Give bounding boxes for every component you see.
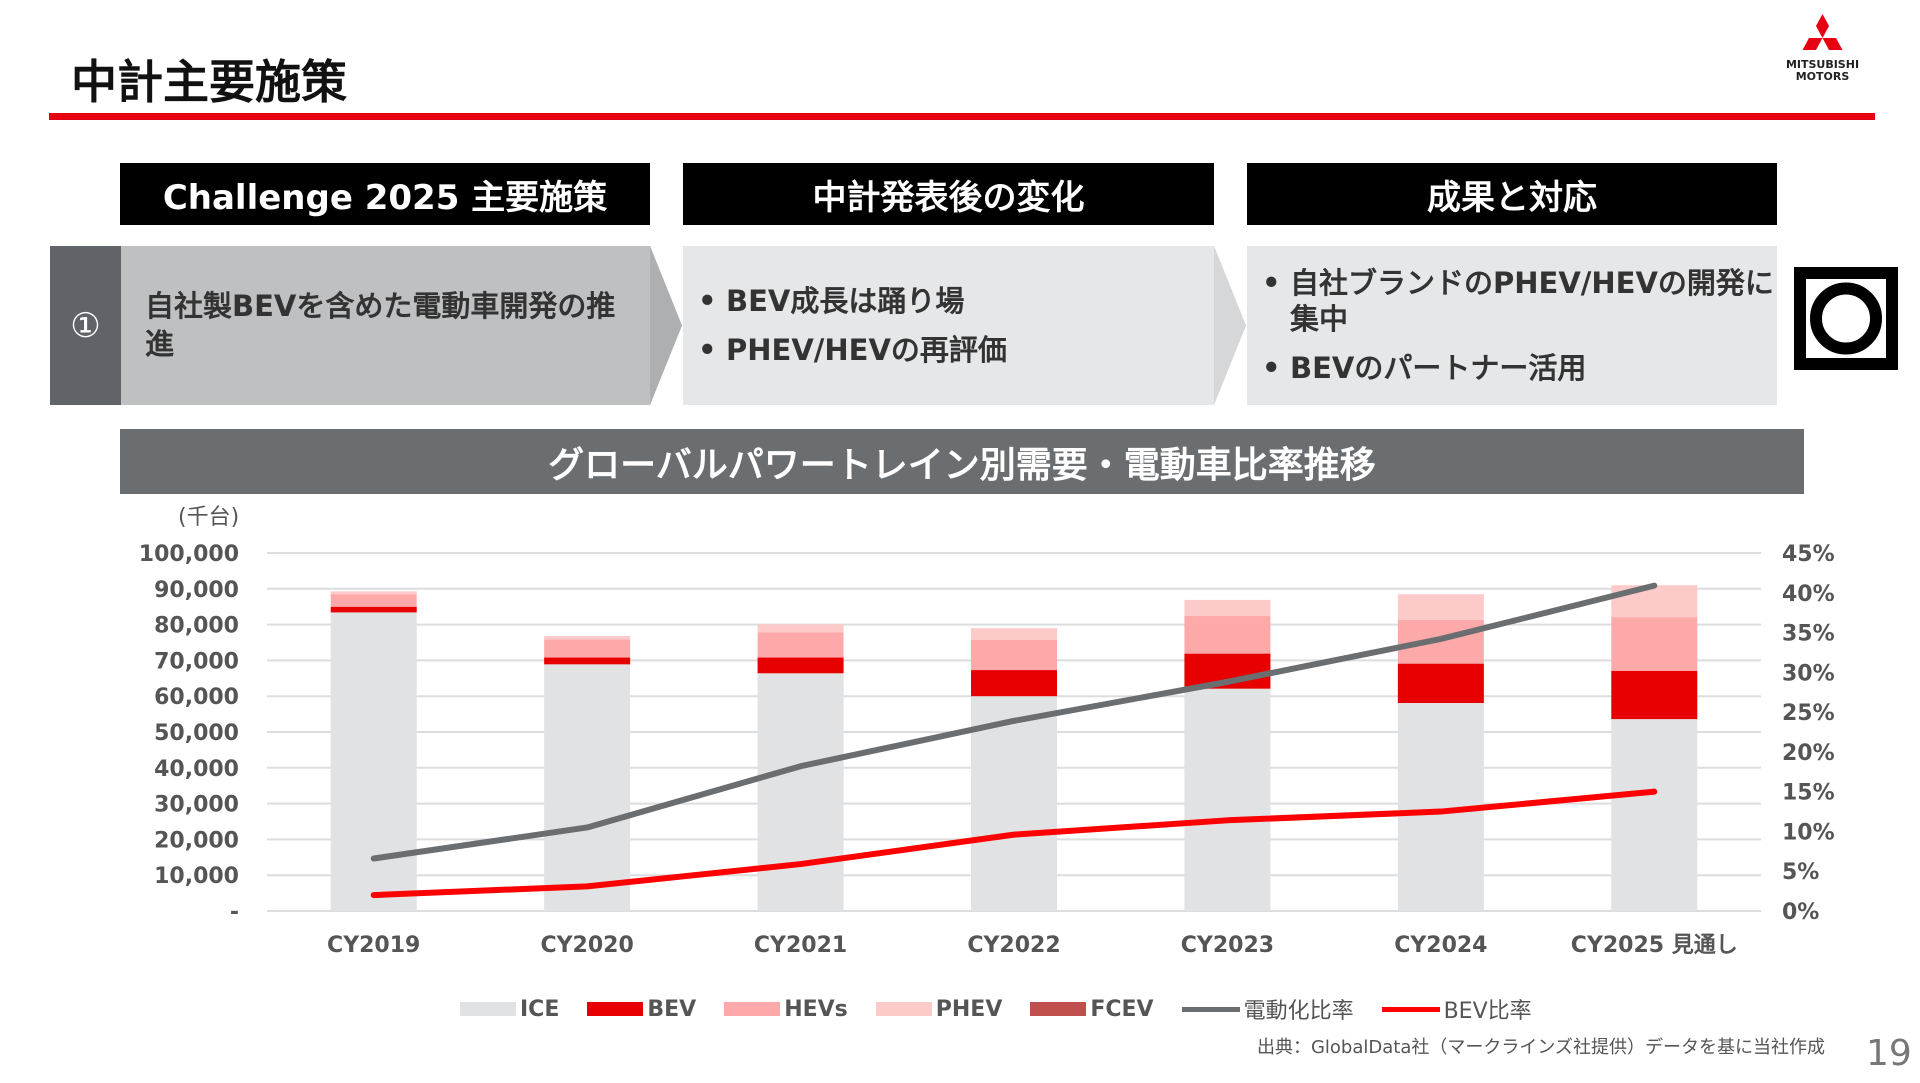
x-tick-label: CY2022 — [967, 933, 1060, 958]
mitsubishi-logo: MITSUBISHI MOTORS — [1786, 14, 1859, 83]
bar-ice — [544, 664, 631, 911]
y-right-tick-label: 25% — [1782, 701, 1835, 726]
bar-hevs — [544, 639, 631, 658]
legend-swatch — [1030, 1002, 1087, 1016]
y-left-tick-label: 20,000 — [154, 828, 239, 853]
bar-bev — [971, 670, 1057, 697]
result-item: BEVのパートナー活用 — [1254, 350, 1774, 387]
bar-ice — [971, 696, 1057, 911]
results-cell: 自社ブランドのPHEV/HEVの開発に集中 BEVのパートナー活用 — [1254, 246, 1774, 405]
legend-item: FCEV — [1030, 996, 1154, 1022]
change-item: PHEV/HEVの再評価 — [690, 332, 1190, 369]
legend-swatch — [875, 1002, 932, 1016]
chart-legend: ICE BEV HEVs PHEV FCEV 電動化比率 BEV比率 — [460, 993, 1532, 1025]
legend-item: BEV — [587, 997, 696, 1022]
y-left-tick-label: 30,000 — [154, 793, 239, 818]
double-circle-in-square-icon — [1794, 267, 1898, 370]
bar-hevs — [971, 639, 1057, 671]
bar-hevs — [1611, 617, 1698, 671]
column-header-policy: Challenge 2025 主要施策 — [120, 163, 650, 225]
chart-title: グローバルパワートレイン別需要・電動車比率推移 — [120, 429, 1804, 494]
bar-phev — [1184, 599, 1271, 617]
column-header-changes: 中計発表後の変化 — [683, 163, 1214, 225]
bar-phev — [544, 636, 631, 640]
legend-item: 電動化比率 — [1181, 993, 1354, 1025]
legend-item: HEVs — [724, 997, 848, 1022]
y-left-tick-label: 40,000 — [154, 757, 239, 782]
changes-cell: BEV成長は踊り場 PHEV/HEVの再評価 — [690, 246, 1190, 405]
x-tick-label: CY2019 — [327, 933, 420, 958]
legend-label: FCEV — [1090, 996, 1154, 1022]
y-left-tick-label: 80,000 — [154, 614, 239, 639]
bar-hevs — [330, 594, 417, 607]
y-left-tick-label: 10,000 — [154, 864, 239, 889]
result-item: 自社ブランドのPHEV/HEVの開発に集中 — [1254, 265, 1774, 338]
x-tick-label: CY2020 — [540, 933, 633, 958]
y-left-tick-label: - — [230, 900, 239, 925]
y-left-tick-label: 100,000 — [139, 542, 239, 567]
page-number: 19 — [1866, 1033, 1912, 1074]
bar-phev — [1611, 585, 1698, 618]
bar-ice — [1184, 688, 1271, 911]
legend-item: PHEV — [875, 996, 1003, 1022]
y-left-tick-label: 50,000 — [154, 721, 239, 746]
y-right-tick-label: 10% — [1782, 820, 1835, 845]
row-number: ① — [50, 246, 121, 405]
y-right-tick-label: 45% — [1782, 542, 1835, 567]
legend-label: 電動化比率 — [1243, 999, 1354, 1024]
legend-label: BEV — [647, 996, 697, 1022]
bar-phev — [971, 628, 1057, 640]
legend-label: ICE — [520, 996, 560, 1022]
bar-ice — [1611, 719, 1698, 911]
y-right-tick-label: 35% — [1782, 622, 1835, 647]
change-item: BEV成長は踊り場 — [690, 283, 1190, 320]
x-tick-label: CY2021 — [754, 933, 847, 958]
x-tick-label: CY2024 — [1394, 933, 1487, 958]
y-axis-unit: (千台) — [178, 505, 240, 530]
y-right-tick-label: 20% — [1782, 741, 1835, 766]
x-tick-label: CY2025 見通し — [1571, 933, 1738, 958]
bar-bev — [1397, 663, 1484, 704]
legend-item: BEV比率 — [1381, 993, 1532, 1025]
x-tick-label: CY2023 — [1181, 933, 1274, 958]
bar-bev — [330, 606, 417, 613]
line-series — [370, 582, 1658, 862]
svg-text:MITSUBISHI: MITSUBISHI — [1786, 58, 1859, 71]
bar-bev — [1611, 670, 1698, 720]
legend-swatch — [1381, 1006, 1440, 1012]
bar-hevs — [757, 632, 844, 658]
bar-ice — [757, 673, 844, 911]
bar-ice — [330, 612, 417, 911]
y-left-tick-label: 60,000 — [154, 685, 239, 710]
page-title: 中計主要施策 — [71, 55, 347, 109]
legend-label: HEVs — [784, 996, 848, 1022]
legend-label: BEV比率 — [1443, 999, 1532, 1024]
line-series — [370, 788, 1658, 899]
bar-phev — [757, 624, 844, 633]
legend-swatch — [1181, 1006, 1240, 1012]
bar-phev — [1397, 594, 1484, 620]
policy-cell: 自社製BEVを含めた電動車開発の推進 — [145, 288, 616, 361]
legend-label: PHEV — [935, 996, 1003, 1022]
bar-bev — [757, 657, 844, 674]
bar-bev — [544, 657, 631, 665]
bar-phev — [330, 591, 417, 595]
footnote: 出典：GlobalData社（マークラインズ社提供）データを基に当社作成 — [1256, 1037, 1825, 1058]
title-underline — [49, 113, 1875, 120]
legend-swatch — [460, 1002, 516, 1016]
legend-item: ICE — [460, 997, 559, 1022]
y-right-tick-label: 30% — [1782, 661, 1835, 686]
bar-hevs — [1184, 616, 1271, 654]
column-header-results: 成果と対応 — [1247, 163, 1777, 225]
y-right-tick-label: 15% — [1782, 781, 1835, 806]
y-left-tick-label: 70,000 — [154, 649, 239, 674]
y-right-tick-label: 0% — [1782, 900, 1819, 925]
y-right-tick-label: 40% — [1782, 582, 1835, 607]
svg-text:MOTORS: MOTORS — [1796, 70, 1850, 83]
legend-swatch — [724, 1002, 781, 1016]
y-left-tick-label: 90,000 — [154, 578, 239, 603]
y-right-tick-label: 5% — [1782, 860, 1819, 885]
legend-swatch — [587, 1002, 644, 1016]
